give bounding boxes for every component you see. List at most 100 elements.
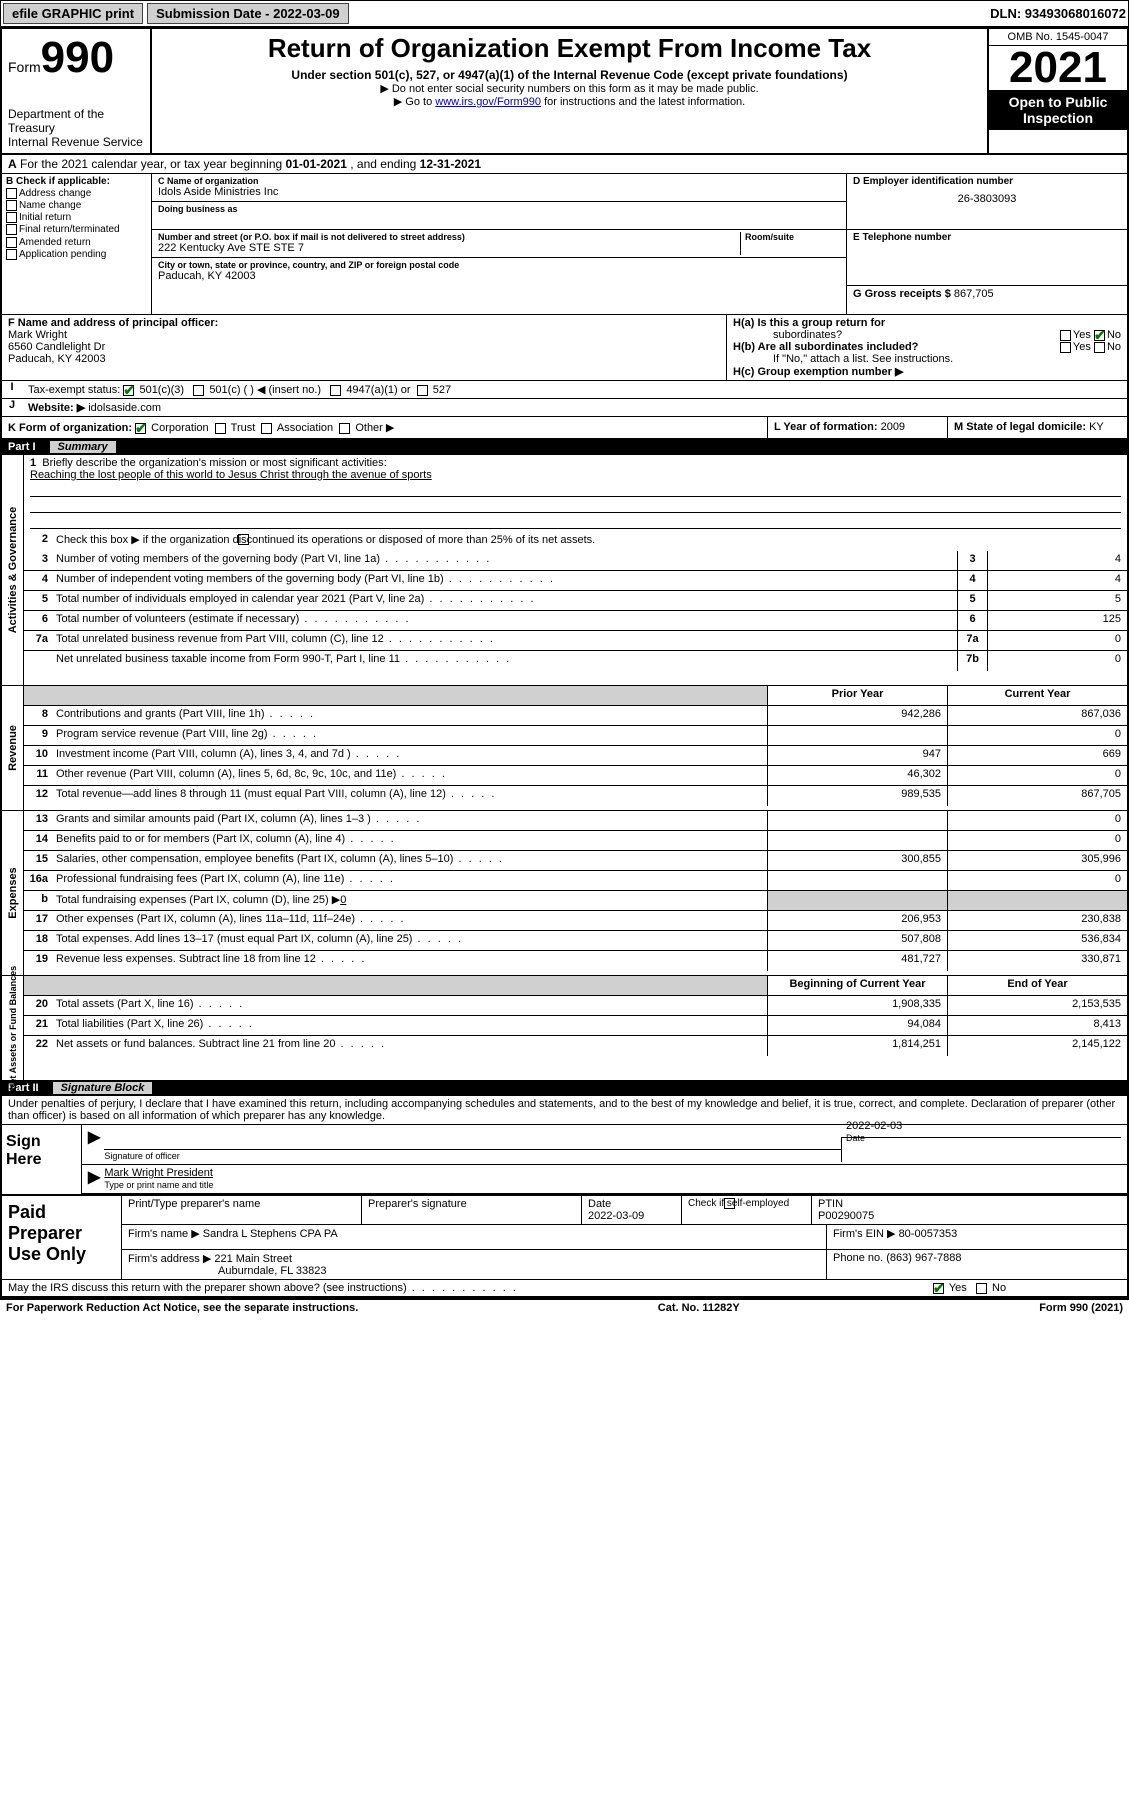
discuss-no-checkbox[interactable] (976, 1283, 987, 1294)
501c3-checkbox[interactable] (123, 385, 134, 396)
form990-link[interactable]: www.irs.gov/Form990 (435, 96, 541, 108)
ein-value: 26-3803093 (853, 193, 1121, 205)
vtab-governance: Activities & Governance (7, 507, 19, 634)
money-line: 9 Program service revenue (Part VIII, li… (24, 726, 1127, 746)
h-b-no-checkbox[interactable] (1094, 342, 1105, 353)
arrow-icon: ▶ (88, 1167, 104, 1191)
line1-mission: 1 Briefly describe the organization's mi… (24, 455, 1127, 531)
state-domicile: KY (1089, 421, 1104, 433)
line2-checkbox[interactable] (238, 534, 249, 545)
form-prefix: Form (8, 59, 41, 75)
money-line: 8 Contributions and grants (Part VIII, l… (24, 706, 1127, 726)
firm-ein-label: Firm's EIN ▶ (833, 1228, 896, 1240)
opt-501c: 501(c) ( ) ◀ (insert no.) (209, 384, 321, 396)
org-name: Idols Aside Ministries Inc (158, 186, 840, 198)
box-m-label: M State of legal domicile: (954, 421, 1086, 433)
money-line: b Total fundraising expenses (Part IX, c… (24, 891, 1127, 911)
h-a-no-checkbox[interactable] (1094, 330, 1105, 341)
public-inspection-badge: Open to Public Inspection (989, 90, 1127, 130)
h-a-label: H(a) Is this a group return for (733, 317, 885, 329)
sig-officer-label: Signature of officer (104, 1151, 179, 1161)
officer-addr2: Paducah, KY 42003 (8, 353, 106, 365)
sig-date-label: Date (846, 1133, 865, 1143)
year-formation: 2009 (881, 421, 905, 433)
box-b-addresschange[interactable]: Address change (6, 188, 147, 199)
discuss-no: No (992, 1282, 1006, 1294)
gov-line: 4 Number of independent voting members o… (24, 571, 1127, 591)
gov-line: 6 Total number of volunteers (estimate i… (24, 611, 1127, 631)
prep-sig-label: Preparer's signature (368, 1198, 467, 1210)
box-i: I Tax-exempt status: 501(c)(3) 501(c) ( … (2, 381, 1127, 399)
box-c-street-label: Number and street (or P.O. box if mail i… (158, 232, 740, 242)
box-b-initialreturn[interactable]: Initial return (6, 212, 147, 223)
money-line: 17 Other expenses (Part IX, column (A), … (24, 911, 1127, 931)
box-b-pending[interactable]: Application pending (6, 249, 147, 260)
officer-printed-name: Mark Wright President (104, 1167, 213, 1179)
discuss-yes: Yes (949, 1282, 967, 1294)
efile-print-button[interactable]: efile GRAPHIC print (3, 3, 143, 24)
colheaders-row: Prior Year Current Year (24, 686, 1127, 706)
page-footer: For Paperwork Reduction Act Notice, see … (0, 1299, 1129, 1316)
box-c-dba-label: Doing business as (158, 204, 840, 214)
4947-checkbox[interactable] (330, 385, 341, 396)
box-b-finalreturn[interactable]: Final return/terminated (6, 224, 147, 235)
501c-checkbox[interactable] (193, 385, 204, 396)
527-checkbox[interactable] (417, 385, 428, 396)
vtab-netassets: Net Assets or Fund Balances (8, 966, 18, 1090)
box-b: B Check if applicable: Address change Na… (2, 174, 152, 314)
form-note1: ▶ Do not enter social security numbers o… (158, 82, 981, 95)
boxes-fh: F Name and address of principal officer:… (2, 314, 1127, 381)
form-title: Return of Organization Exempt From Incom… (158, 33, 981, 64)
money-line: 12 Total revenue—add lines 8 through 11 … (24, 786, 1127, 806)
footer-right: Form 990 (2021) (1039, 1302, 1123, 1314)
website-value: idolsaside.com (88, 402, 161, 414)
opt-trust: Trust (231, 422, 256, 434)
firm-phone: (863) 967-7888 (886, 1252, 961, 1264)
box-b-amended[interactable]: Amended return (6, 237, 147, 248)
discuss-yes-checkbox[interactable] (933, 1283, 944, 1294)
public-line1: Open to Public (1009, 94, 1108, 110)
part1-header: Part I Summary (2, 439, 1127, 455)
period-mid: , and ending (347, 157, 420, 171)
gov-line: 7a Total unrelated business revenue from… (24, 631, 1127, 651)
firm-phone-label: Phone no. (833, 1252, 883, 1264)
h-b-no: No (1107, 341, 1121, 353)
boxes-bcdefg: B Check if applicable: Address change Na… (2, 174, 1127, 314)
trust-checkbox[interactable] (215, 423, 226, 434)
dept-label: Department of the Treasury (8, 107, 144, 135)
firm-name: Sandra L Stephens CPA PA (203, 1228, 338, 1240)
mission-question: Briefly describe the organization's miss… (42, 457, 386, 469)
line2: 2 Check this box ▶ if the organization d… (24, 531, 1127, 551)
assoc-checkbox[interactable] (261, 423, 272, 434)
box-klm: K Form of organization: Corporation Trus… (2, 417, 1127, 439)
self-employed-label: Check if self-employed (688, 1198, 789, 1209)
discuss-question: May the IRS discuss this return with the… (8, 1282, 518, 1294)
money-line: 16a Professional fundraising fees (Part … (24, 871, 1127, 891)
firm-addr-label: Firm's address ▶ (128, 1253, 211, 1265)
gross-receipts: 867,705 (954, 288, 994, 300)
box-b-namechange[interactable]: Name change (6, 200, 147, 211)
h-b-yes-checkbox[interactable] (1060, 342, 1071, 353)
firm-ein: 80-0057353 (899, 1228, 958, 1240)
period-pre: For the 2021 calendar year, or tax year … (20, 157, 286, 171)
other-checkbox[interactable] (339, 423, 350, 434)
money-line: 18 Total expenses. Add lines 13–17 (must… (24, 931, 1127, 951)
money-line: 10 Investment income (Part VIII, column … (24, 746, 1127, 766)
current-year-header: Current Year (947, 686, 1127, 705)
box-l-label: L Year of formation: (774, 421, 878, 433)
h-c-label: H(c) Group exemption number ▶ (733, 366, 903, 378)
part1-title: Summary (50, 441, 116, 453)
money-line: 22 Net assets or fund balances. Subtract… (24, 1036, 1127, 1056)
corp-checkbox[interactable] (135, 423, 146, 434)
prep-date-label: Date (588, 1198, 611, 1210)
form-990: Form990 Department of the Treasury Inter… (0, 27, 1129, 1299)
self-employed-checkbox[interactable] (724, 1198, 735, 1209)
blank-line (30, 481, 1121, 497)
form-year-block: OMB No. 1545-0047 2021 Open to Public In… (987, 29, 1127, 153)
h-a-yes-checkbox[interactable] (1060, 330, 1071, 341)
opt-corp: Corporation (151, 422, 208, 434)
submission-date-label: Submission Date - 2022-03-09 (147, 3, 349, 24)
end-year-header: End of Year (947, 976, 1127, 995)
vtab-revenue: Revenue (7, 725, 19, 771)
form-id-block: Form990 Department of the Treasury Inter… (2, 29, 152, 153)
